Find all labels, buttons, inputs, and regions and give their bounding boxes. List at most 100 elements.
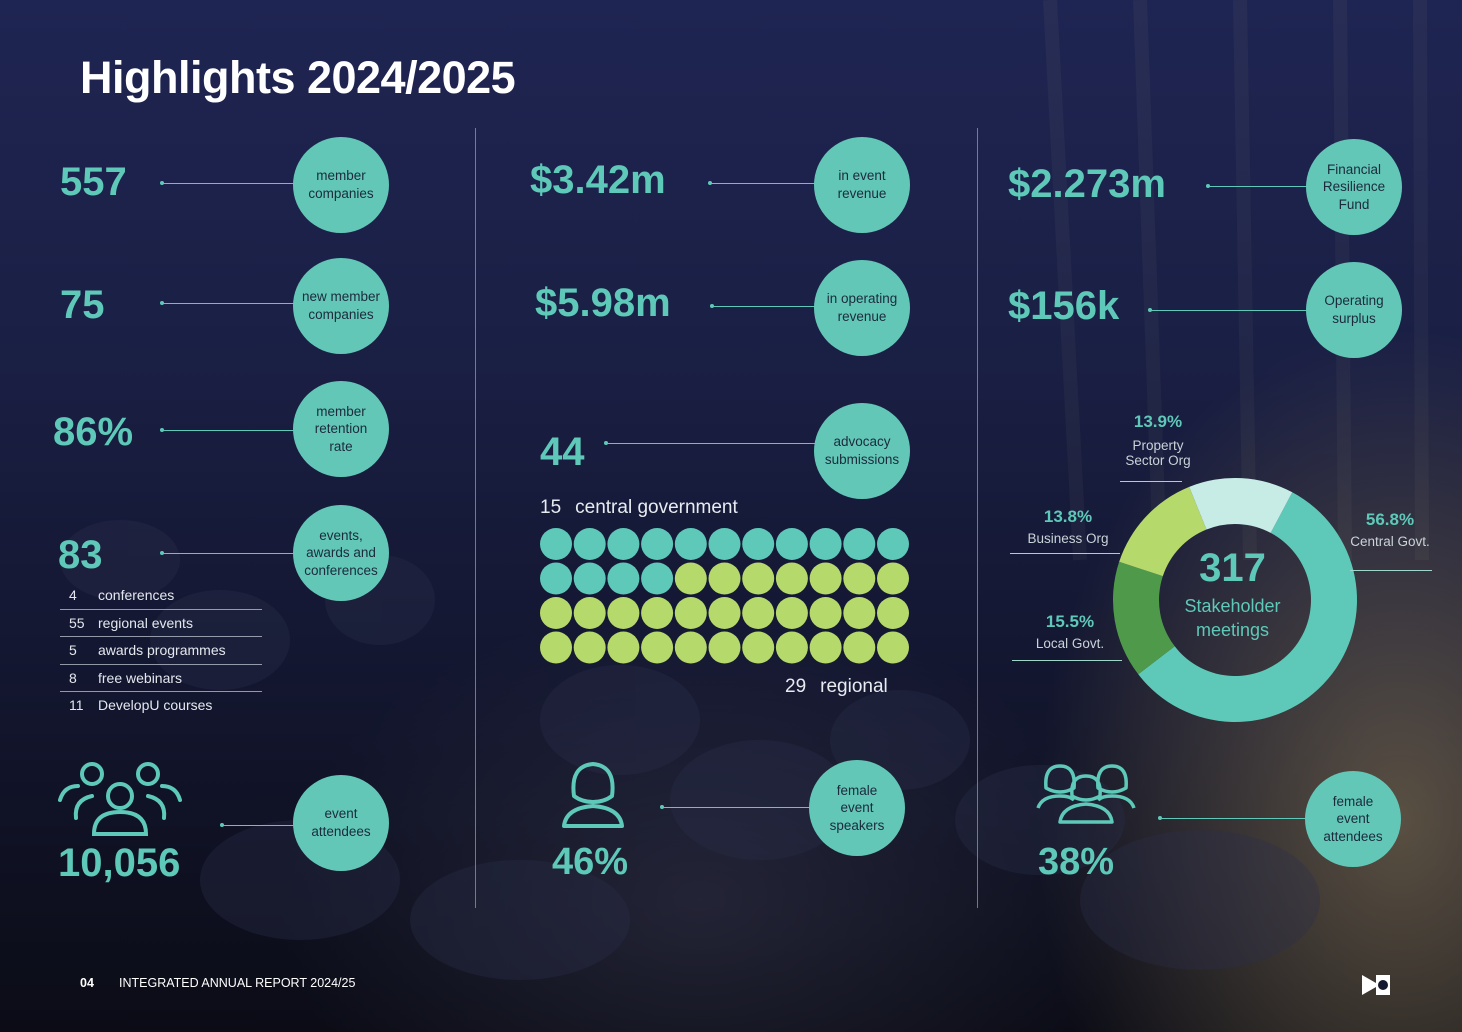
central-government-dot (573, 562, 606, 595)
donut-segment-central (1138, 492, 1357, 722)
central-government-dot (641, 562, 674, 595)
regional-dot (708, 631, 741, 664)
connector-line (1148, 308, 1308, 312)
regional-dot (877, 562, 909, 595)
central-government-dot (573, 528, 606, 560)
advocacy-submissions-value: 44 (540, 430, 585, 474)
regional-dot (641, 631, 674, 664)
regional-dot (843, 631, 876, 664)
events-value: 83 (58, 533, 103, 577)
female-speakers-value: 46% (552, 841, 629, 883)
regional-dot (674, 597, 707, 629)
leader-line (1120, 481, 1182, 482)
list-item: 11 DevelopU courses (69, 697, 213, 714)
connector-line (220, 823, 294, 827)
regional-dot (573, 597, 606, 629)
regional-dot (843, 597, 876, 629)
central-government-dot (742, 528, 775, 560)
connector-line (660, 805, 810, 809)
regional-label: 29 regional (785, 676, 888, 697)
page-title: Highlights 2024/2025 (80, 52, 516, 103)
regional-dot (809, 631, 842, 664)
stakeholder-donut-chart (1113, 478, 1357, 722)
central-government-dot (708, 528, 741, 560)
central-government-dot (809, 528, 842, 560)
event-revenue-bubble: in event revenue (814, 137, 910, 233)
central-government-dot (540, 562, 572, 595)
central-government-dot (843, 528, 876, 560)
connector-line (710, 304, 815, 308)
regional-dot (573, 631, 606, 664)
connector-line (160, 551, 294, 555)
connector-line (604, 441, 815, 445)
column-divider-left (475, 128, 476, 908)
stakeholder-label: Stakeholder meetings (1184, 596, 1281, 641)
member-companies-value: 557 (60, 160, 127, 204)
retention-rate-bubble: member retention rate (293, 381, 389, 477)
regional-dot (877, 631, 909, 664)
regional-dot (809, 562, 842, 595)
people-group-icon (58, 762, 182, 836)
regional-dot (775, 597, 808, 629)
list-item: 55 regional events (60, 610, 262, 637)
event-attendees-value: 10,056 (58, 841, 181, 885)
new-member-companies-bubble: new member companies (293, 258, 389, 354)
female-person-icon (562, 762, 624, 828)
advocacy-submissions-bubble: advocacy submissions (814, 403, 910, 499)
regional-dot (775, 631, 808, 664)
new-member-companies-value: 75 (60, 283, 105, 327)
events-bubble: events, awards and conferences (293, 505, 389, 601)
central-government-dot (641, 528, 674, 560)
donut-label-business: 13.8% Business Org (1027, 507, 1109, 546)
regional-dot (708, 562, 741, 595)
leader-line (1012, 660, 1122, 661)
list-item: 5 awards programmes (60, 637, 262, 665)
column-divider-right (977, 128, 978, 908)
resilience-fund-value: $2.273m (1008, 162, 1166, 206)
submissions-dot-grid (540, 528, 909, 664)
regional-dot (742, 597, 775, 629)
connector-line (708, 181, 815, 185)
central-government-dot (674, 528, 707, 560)
regional-dot (674, 562, 707, 595)
female-attendees-value: 38% (1038, 841, 1115, 883)
donut-label-local: 15.5% Local Govt. (1035, 612, 1105, 651)
central-government-dot (607, 528, 640, 560)
leader-line (1350, 570, 1432, 571)
report-title: INTEGRATED ANNUAL REPORT 2024/25 (119, 976, 356, 990)
regional-dot (641, 597, 674, 629)
central-government-dot (607, 562, 640, 595)
brand-logo-icon (1362, 975, 1390, 995)
regional-dot (607, 631, 640, 664)
connector-line (1158, 816, 1307, 820)
regional-dot (742, 631, 775, 664)
women-group-icon (1036, 764, 1136, 824)
regional-dot (843, 562, 876, 595)
operating-surplus-value: $156k (1008, 284, 1120, 328)
event-attendees-bubble: event attendees (293, 775, 389, 871)
operating-revenue-value: $5.98m (535, 281, 671, 325)
regional-dot (540, 597, 572, 629)
regional-dot (708, 597, 741, 629)
regional-dot (809, 597, 842, 629)
connector-line (160, 301, 294, 305)
retention-rate-value: 86% (53, 410, 134, 454)
female-speakers-bubble: female event speakers (809, 760, 905, 856)
leader-line (1010, 553, 1120, 554)
event-breakdown-list: 4 conferences 55 regional events 5 awards p… (60, 582, 262, 719)
regional-dot (674, 631, 707, 664)
member-companies-bubble: member companies (293, 137, 389, 233)
page-number: 04 (80, 976, 94, 990)
regional-dot (775, 562, 808, 595)
connector-line (160, 428, 294, 432)
regional-dot (877, 597, 909, 629)
stakeholder-total: 317 (1199, 546, 1266, 590)
regional-dot (607, 597, 640, 629)
central-government-dot (540, 528, 572, 560)
operating-surplus-bubble: Operating surplus (1306, 262, 1402, 358)
donut-segment-business (1119, 486, 1207, 577)
connector-line (1206, 184, 1308, 188)
donut-segment-local (1113, 561, 1175, 675)
event-revenue-value: $3.42m (530, 158, 666, 202)
